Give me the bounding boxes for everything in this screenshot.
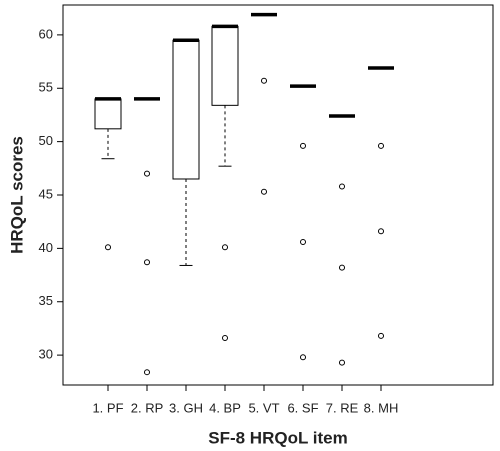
y-tick-label: 50 xyxy=(39,133,53,148)
x-tick-label: 4. BP xyxy=(209,400,241,415)
outlier xyxy=(378,332,384,339)
x-axis-title: SF-8 HRQoL item xyxy=(208,428,347,447)
outlier xyxy=(105,244,111,251)
outlier xyxy=(261,77,267,84)
outlier xyxy=(339,264,345,271)
outlier xyxy=(144,369,150,376)
outlier xyxy=(144,259,150,266)
y-axis-title: HRQoL scores xyxy=(7,136,26,254)
y-tick-label: 45 xyxy=(39,186,53,201)
outlier xyxy=(339,359,345,366)
y-tick-label: 40 xyxy=(39,240,53,255)
x-tick-label: 5. VT xyxy=(248,400,279,415)
x-tick-label: 6. SF xyxy=(287,400,318,415)
y-tick-label: 55 xyxy=(39,80,53,95)
outlier xyxy=(300,354,306,361)
x-tick-label: 8. MH xyxy=(364,400,399,415)
x-tick-label: 2. RP xyxy=(131,400,164,415)
outlier xyxy=(300,142,306,149)
outlier xyxy=(300,238,306,245)
outlier xyxy=(378,228,384,235)
outlier xyxy=(378,142,384,149)
outlier xyxy=(261,188,267,195)
outlier xyxy=(339,183,345,190)
box xyxy=(211,25,239,106)
x-tick-label: 1. PF xyxy=(92,400,123,415)
outlier xyxy=(222,335,228,342)
y-tick-label: 60 xyxy=(39,26,53,41)
outlier xyxy=(144,170,150,177)
box xyxy=(94,98,122,130)
x-tick-label: 3. GH xyxy=(169,400,203,415)
outlier xyxy=(222,244,228,251)
box xyxy=(172,39,200,180)
plot-frame xyxy=(62,4,494,386)
y-tick-label: 35 xyxy=(39,293,53,308)
y-tick-label: 30 xyxy=(39,347,53,362)
x-tick-label: 7. RE xyxy=(326,400,359,415)
